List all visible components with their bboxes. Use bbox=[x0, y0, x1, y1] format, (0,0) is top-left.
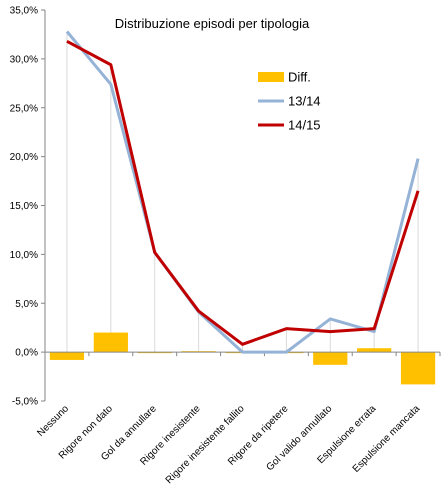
y-axis: -5,0% 0,0% 5,0% 10,0% 15,0% 20,0% 25,0% 30,0% 35… bbox=[10, 6, 46, 408]
series-line-1415 bbox=[66, 39, 420, 346]
y-tick-label: 5,0% bbox=[15, 299, 38, 310]
y-tick-label: 15,0% bbox=[10, 201, 38, 212]
diff-bar bbox=[313, 352, 348, 365]
diff-bars bbox=[49, 332, 436, 385]
y-tick-label: 30,0% bbox=[10, 54, 38, 65]
y-tick-label: 20,0% bbox=[10, 152, 38, 163]
diff-bar bbox=[357, 348, 392, 353]
chart-title: Distribuzione episodi per tipologia bbox=[115, 16, 310, 31]
legend-label: 13/14 bbox=[288, 94, 321, 109]
y-tick-label: -5,0% bbox=[12, 397, 38, 408]
diff-bar bbox=[49, 352, 85, 360]
series-lines bbox=[65, 30, 420, 354]
y-tick-label: 0,0% bbox=[15, 348, 38, 359]
y-tick-label: 35,0% bbox=[10, 6, 38, 17]
diff-bar bbox=[400, 352, 436, 385]
legend: Diff. 13/14 14/15 bbox=[258, 70, 321, 133]
diff-bar bbox=[93, 332, 128, 353]
legend-swatch bbox=[258, 72, 284, 82]
series-line-1314 bbox=[65, 30, 420, 354]
legend-label: 14/15 bbox=[288, 118, 321, 133]
y-tick-label: 25,0% bbox=[10, 103, 38, 114]
legend-label: Diff. bbox=[288, 70, 311, 85]
y-tick-label: 10,0% bbox=[10, 250, 38, 261]
